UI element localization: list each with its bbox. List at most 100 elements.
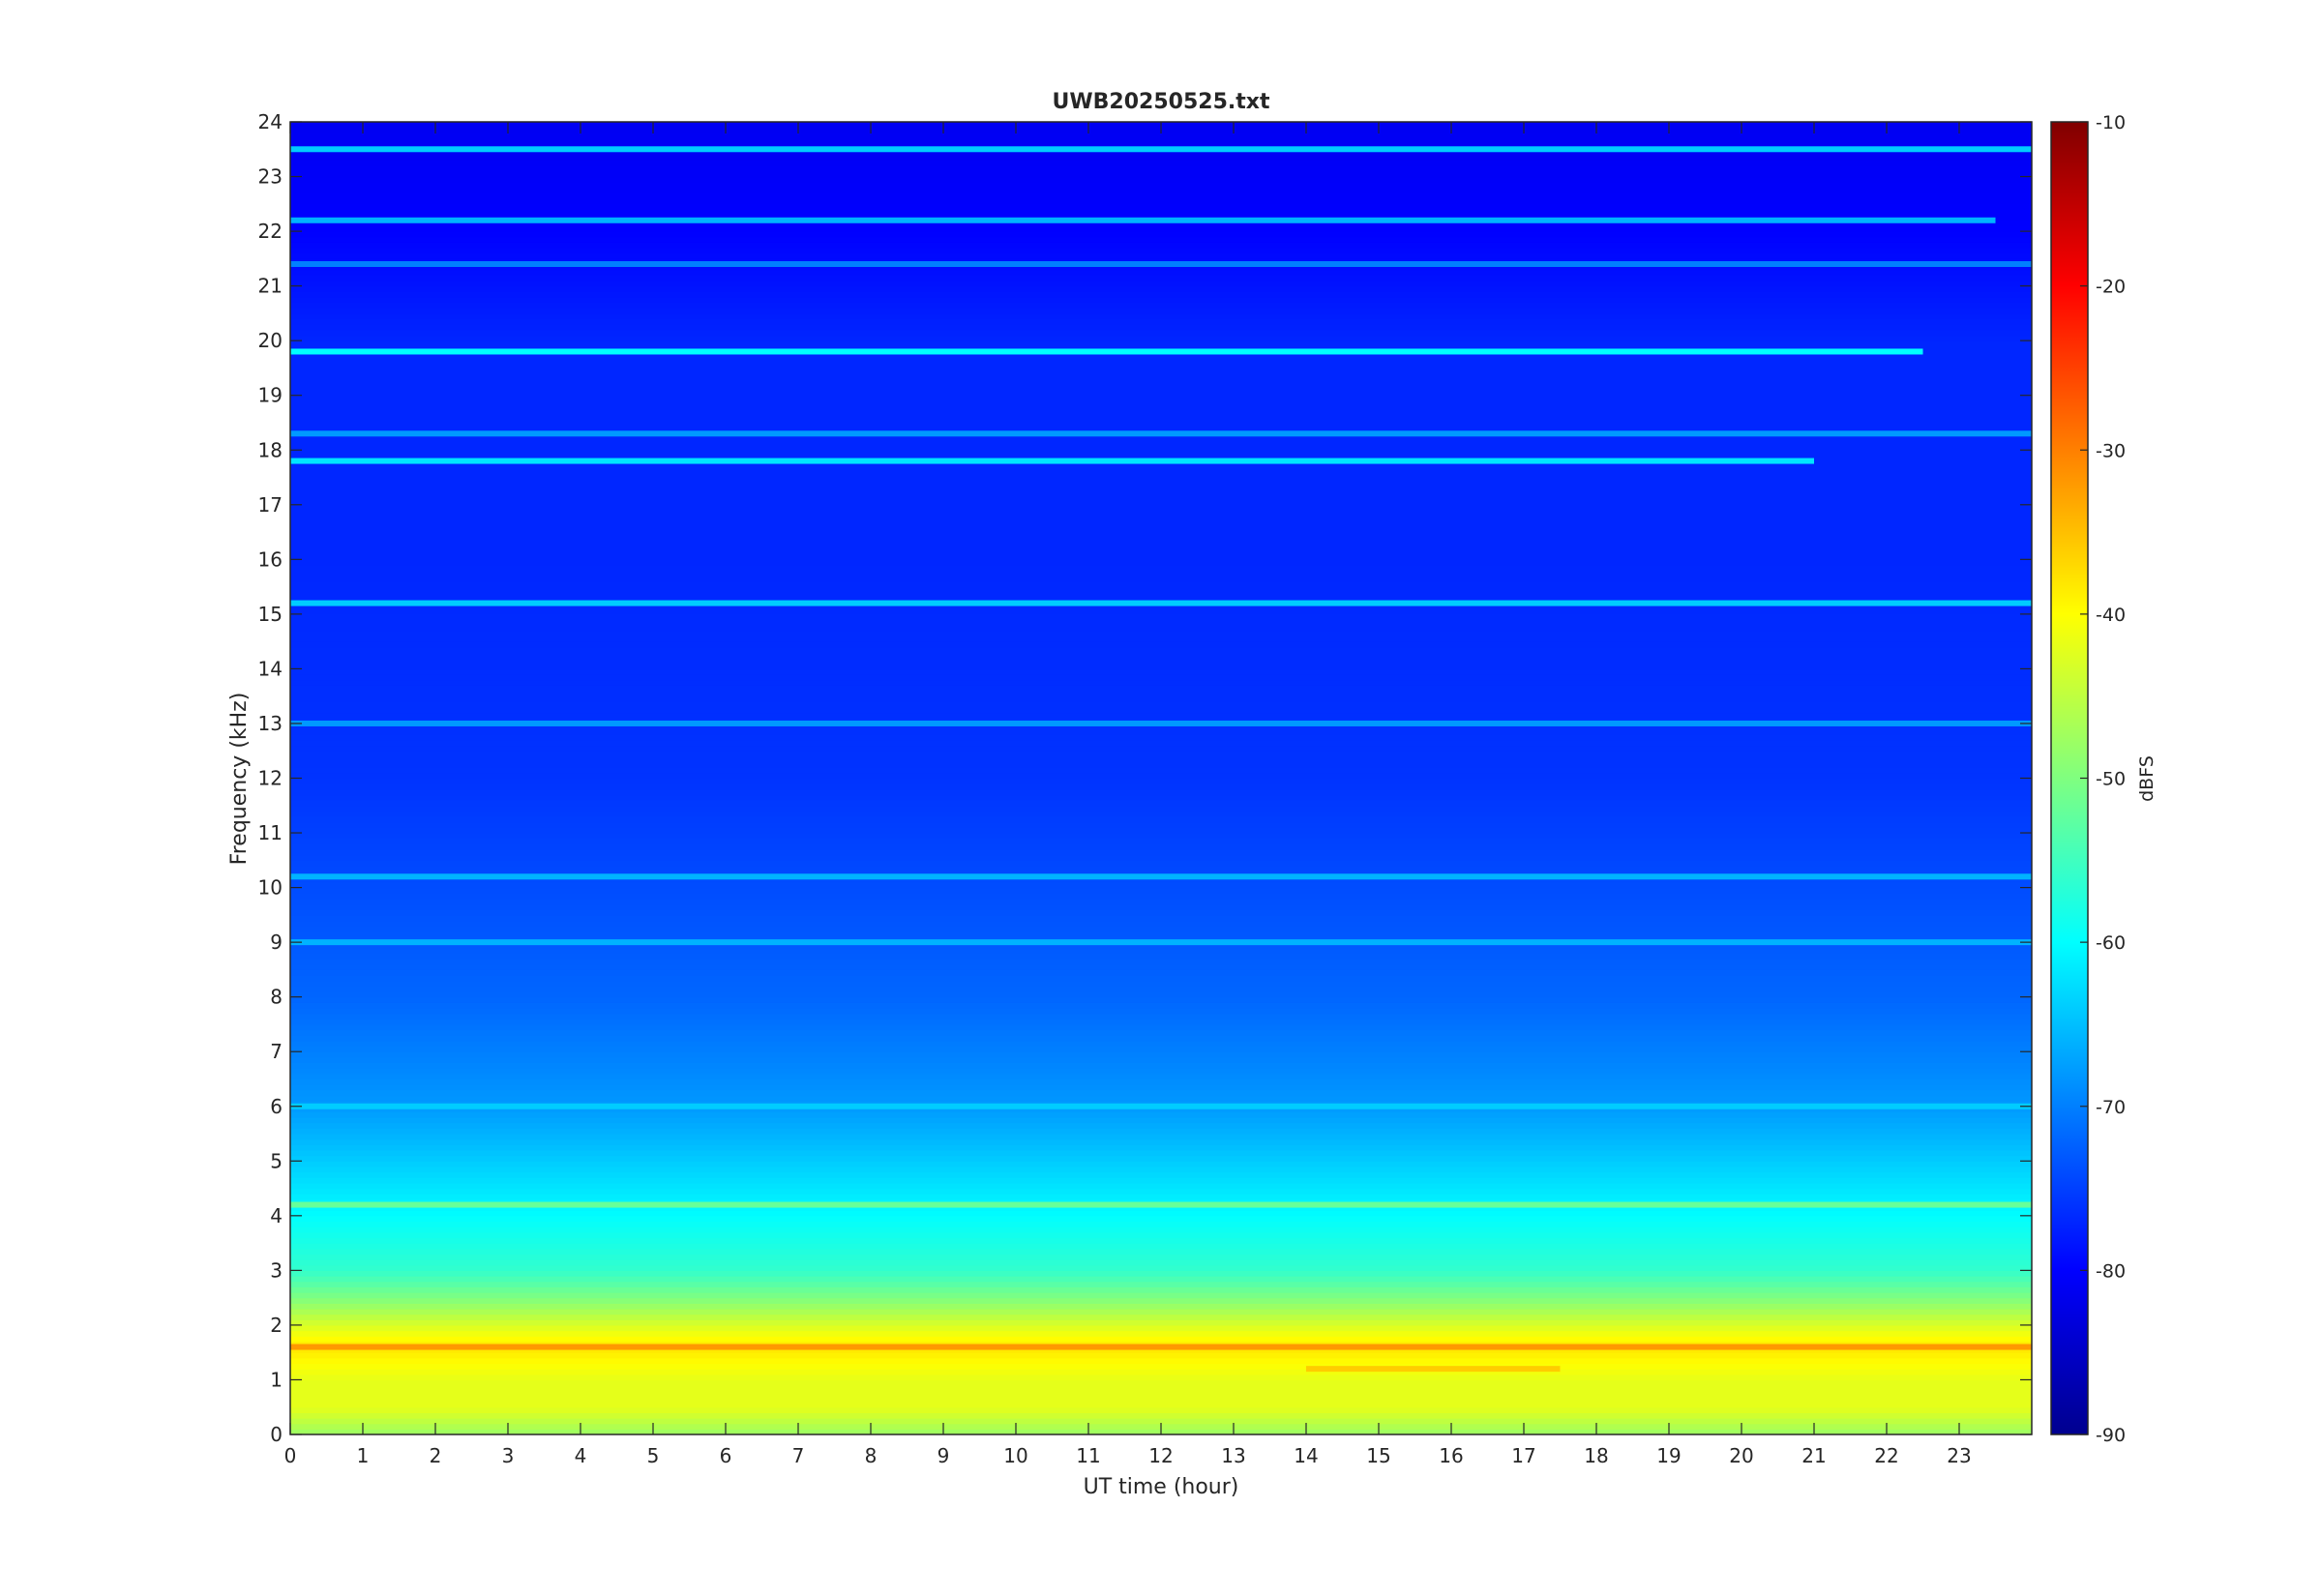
heatmap-row (290, 1149, 2032, 1157)
heatmap-row (290, 909, 2032, 916)
heatmap-row (290, 296, 2032, 304)
heatmap-row (290, 1062, 2032, 1069)
x-tick-label: 2 (430, 1444, 442, 1467)
heatmap-row (290, 225, 2032, 232)
heatmap-row (290, 264, 2032, 271)
heatmap-row (290, 1111, 2032, 1118)
narrowband-line (290, 348, 1923, 355)
heatmap-row (290, 493, 2032, 500)
heatmap-row (290, 1237, 2032, 1244)
heatmap-row (290, 969, 2032, 976)
heatmap-row (290, 1095, 2032, 1102)
heatmap-row (290, 1336, 2032, 1343)
heatmap-row (290, 209, 2032, 216)
heatmap-row (290, 876, 2032, 883)
y-tick-label: 2 (270, 1314, 283, 1337)
heatmap-row (290, 603, 2032, 609)
x-tick-label: 1 (357, 1444, 370, 1467)
heatmap-row (290, 1051, 2032, 1058)
y-tick-label: 5 (270, 1149, 283, 1172)
heatmap-row (290, 564, 2032, 572)
heatmap-row (290, 248, 2032, 254)
heatmap-row (290, 1297, 2032, 1304)
heatmap-row (290, 1117, 2032, 1124)
heatmap-row (290, 559, 2032, 566)
y-tick-label: 23 (258, 165, 283, 189)
heatmap-row (290, 592, 2032, 599)
heatmap-row (290, 1319, 2032, 1326)
heatmap-row (290, 537, 2032, 544)
heatmap-row (290, 242, 2032, 249)
heatmap-row (290, 1385, 2032, 1392)
heatmap-row (290, 646, 2032, 654)
heatmap-row (290, 1023, 2032, 1031)
heatmap-row (290, 674, 2032, 681)
heatmap-row (290, 1013, 2032, 1020)
colorbar-tick-label: -40 (2096, 605, 2126, 626)
x-tick-label: 19 (1656, 1444, 1681, 1467)
y-tick-label: 20 (258, 329, 283, 352)
x-tick-label: 16 (1439, 1444, 1463, 1467)
heatmap-row (290, 761, 2032, 768)
heatmap-row (290, 499, 2032, 506)
y-tick-label: 8 (270, 986, 283, 1009)
x-tick-label: 21 (1801, 1444, 1826, 1467)
heatmap-row (290, 548, 2032, 555)
heatmap-row (290, 1106, 2032, 1113)
colorbar-tick-label: -20 (2096, 277, 2126, 298)
y-tick-label: 24 (258, 110, 283, 133)
heatmap-row (290, 1231, 2032, 1239)
heatmap-row (290, 1084, 2032, 1091)
heatmap-row (290, 745, 2032, 752)
heatmap-row (290, 652, 2032, 659)
heatmap-row (290, 586, 2032, 593)
heatmap-row (290, 827, 2032, 834)
heatmap-row (290, 986, 2032, 992)
heatmap-row (290, 411, 2032, 418)
heatmap-row (290, 1291, 2032, 1299)
heatmap-row (290, 821, 2032, 828)
heatmap-row (290, 488, 2032, 495)
heatmap-row (290, 460, 2032, 467)
heatmap-row (290, 395, 2032, 401)
heatmap-row (290, 613, 2032, 621)
heatmap-row (290, 302, 2032, 309)
heatmap-row (290, 1418, 2032, 1425)
x-tick-label: 22 (1874, 1444, 1898, 1467)
heatmap-row (290, 811, 2032, 817)
y-tick-label: 19 (258, 384, 283, 407)
x-tick-label: 3 (502, 1444, 515, 1467)
heatmap-row (290, 406, 2032, 413)
heatmap-row (290, 1324, 2032, 1332)
heatmap-row (290, 887, 2032, 894)
heatmap-row (290, 368, 2032, 374)
heatmap-row (290, 1215, 2032, 1223)
heatmap-row (290, 953, 2032, 960)
colorbar-tick-label: -70 (2096, 1097, 2126, 1118)
x-tick-label: 20 (1729, 1444, 1753, 1467)
heatmap-row (290, 663, 2032, 670)
heatmap-row (290, 843, 2032, 850)
heatmap-row (290, 1068, 2032, 1075)
heatmap-row (290, 1406, 2032, 1413)
x-axis-label: UT time (hour) (1084, 1475, 1239, 1499)
heatmap-row (290, 580, 2032, 588)
colorbar: -90 -80 -70 -60 -50 -40 -30 -20 -10 dBFS (2050, 112, 2158, 1446)
colorbar-tick-label: -10 (2096, 112, 2126, 133)
heatmap-row (290, 903, 2032, 910)
heatmap-row (290, 1073, 2032, 1080)
heatmap-row (290, 1122, 2032, 1129)
heatmap-row (290, 154, 2032, 162)
y-tick-label: 13 (258, 712, 283, 735)
heatmap-row (290, 378, 2032, 385)
colorbar-tick-label: -30 (2096, 440, 2126, 461)
heatmap-row (290, 833, 2032, 840)
narrowband-line (290, 600, 2032, 606)
heatmap-row (290, 1171, 2032, 1178)
heatmap-row (290, 203, 2032, 211)
x-tick-label: 23 (1947, 1444, 1971, 1467)
x-tick-label: 9 (938, 1444, 950, 1467)
heatmap-row (290, 1254, 2032, 1260)
colorbar-ticks: -90 -80 -70 -60 -50 -40 -30 -20 -10 (2080, 112, 2126, 1446)
heatmap-row (290, 543, 2032, 549)
